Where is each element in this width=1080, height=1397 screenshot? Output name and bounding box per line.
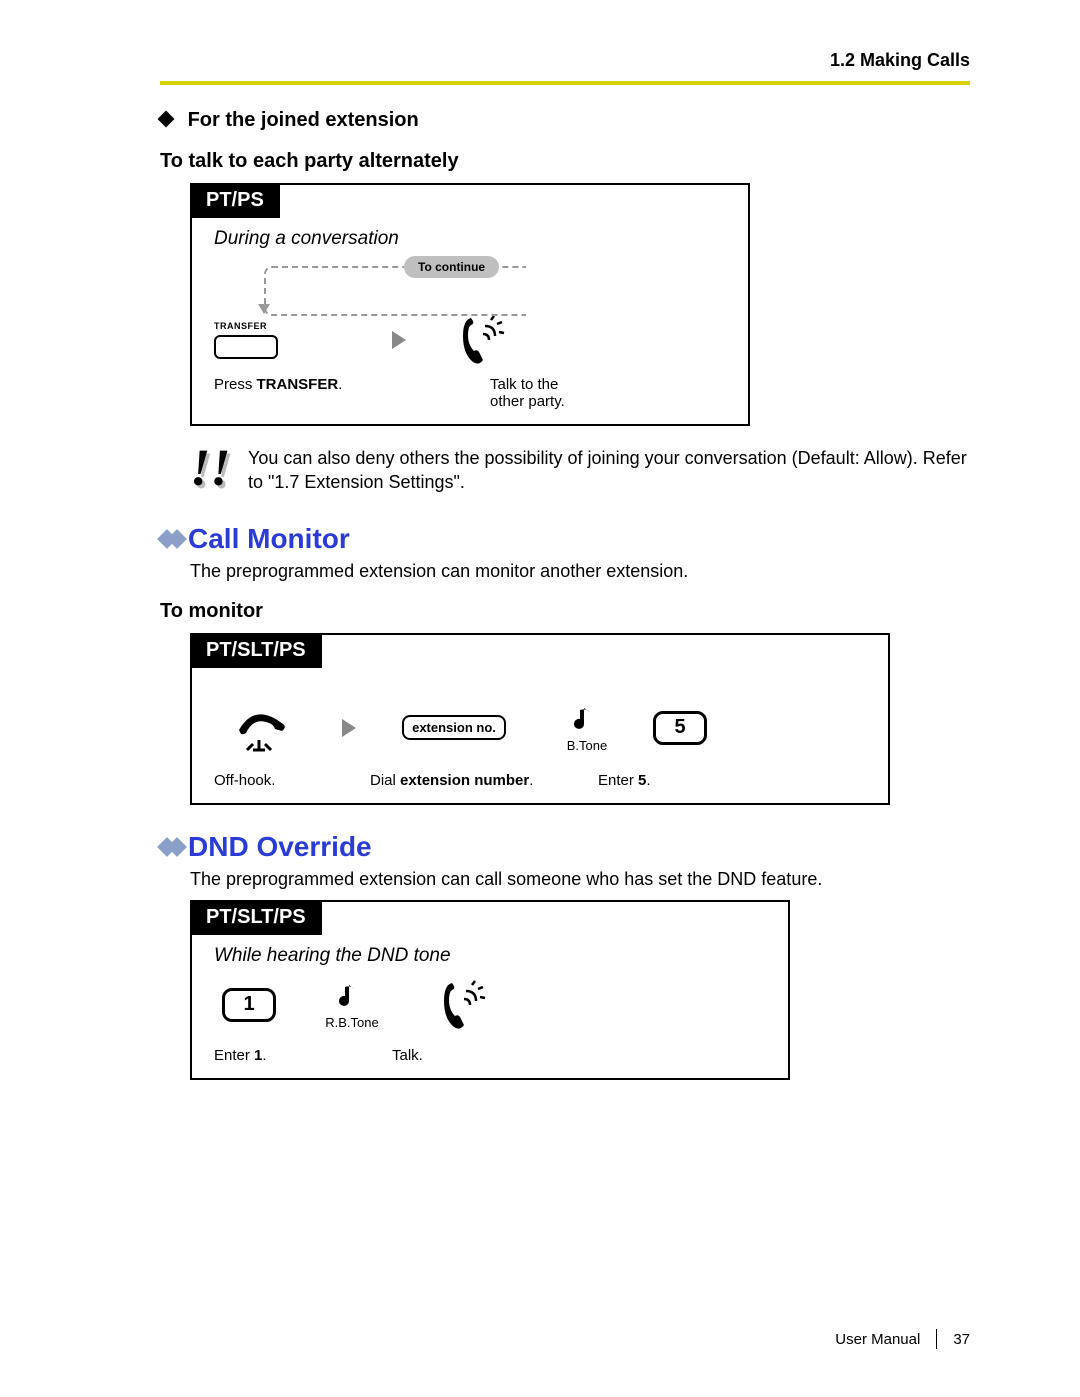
call-monitor-desc: The preprogrammed extension can monitor … (190, 561, 970, 582)
caption-talk: Talk. (392, 1047, 492, 1064)
procedure-monitor: PT/SLT/PS extension no. B.Tone (190, 633, 890, 805)
procedure-alternate-talk: PT/PS During a conversation To continue … (190, 183, 750, 426)
key-1: 1 (222, 988, 276, 1022)
header-rule (160, 81, 970, 85)
footer-manual: User Manual (835, 1331, 920, 1348)
diamond-icon (158, 111, 175, 128)
proc-tab: PT/PS (190, 183, 280, 218)
caption-dial-ext: Dial extension number. (370, 772, 570, 789)
header-section: 1.2 Making Calls (160, 50, 970, 71)
handset-talk-icon (432, 977, 488, 1033)
exclamation-icon: !! (190, 446, 230, 495)
to-monitor-heading: To monitor (160, 600, 970, 623)
joined-ext-heading-text: For the joined extension (188, 109, 419, 131)
arrow-icon (342, 719, 356, 737)
procedure-dnd: PT/SLT/PS While hearing the DND tone 1 R… (190, 900, 790, 1080)
proc-tab-monitor: PT/SLT/PS (190, 633, 322, 668)
caption-press-transfer: Press TRANSFER. (214, 376, 394, 410)
double-diamond-icon (160, 532, 180, 546)
proc-context: During a conversation (214, 228, 726, 250)
dnd-override-desc: The preprogrammed extension can call som… (190, 869, 970, 890)
dnd-context: While hearing the DND tone (214, 945, 766, 967)
joined-ext-heading: For the joined extension (160, 109, 970, 132)
rbtone-label: R.B.Tone (325, 1015, 378, 1030)
note-text: You can also deny others the possibility… (248, 446, 970, 495)
alternate-talk-heading: To talk to each party alternately (160, 150, 970, 173)
extension-no-box: extension no. (402, 715, 506, 740)
transfer-label: TRANSFER (214, 321, 267, 331)
arrow-icon (392, 331, 406, 349)
call-monitor-title: Call Monitor (160, 523, 970, 555)
offhook-icon (229, 700, 299, 756)
caption-offhook: Off-hook. (214, 772, 342, 789)
caption-talk-other: Talk to the other party. (490, 376, 630, 410)
transfer-key-icon (214, 335, 278, 359)
dnd-override-title: DND Override (160, 831, 970, 863)
handset-talk-icon (451, 312, 507, 368)
caption-enter-5: Enter 5. (598, 772, 718, 789)
tone-icon (570, 702, 604, 736)
page-footer: User Manual 37 (835, 1329, 970, 1349)
btone-label: B.Tone (567, 738, 607, 753)
note-deny-join: !! You can also deny others the possibil… (190, 446, 970, 495)
footer-page: 37 (953, 1331, 970, 1348)
double-diamond-icon (160, 840, 180, 854)
tone-icon (335, 979, 369, 1013)
key-5: 5 (653, 711, 707, 745)
to-continue-pill: To continue (404, 256, 499, 278)
proc-tab-dnd: PT/SLT/PS (190, 900, 322, 935)
caption-enter-1: Enter 1. (214, 1047, 364, 1064)
